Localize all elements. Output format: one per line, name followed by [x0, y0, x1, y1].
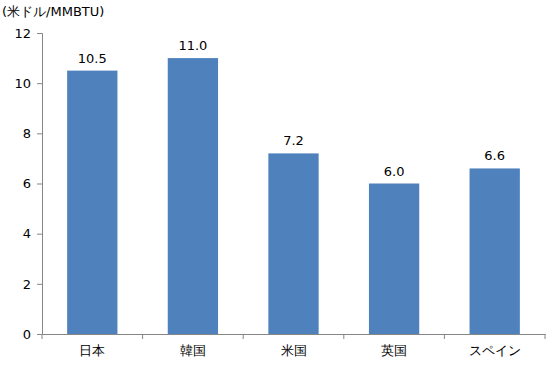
- x-axis: 日本 韓国 米国 英国 スペイン: [42, 334, 546, 358]
- bar: [268, 153, 318, 334]
- y-tick-mark: [37, 284, 42, 285]
- category-separator: [42, 334, 43, 339]
- plot: 10.5 11.0 7.2 6.0 6.6 0 2 4 6 8 10 12 日本 韓国 米国 英国 スペイン: [14, 26, 545, 359]
- y-axis-line: [37, 34, 43, 335]
- y-tick-label: 6: [23, 176, 31, 191]
- bar: [470, 168, 520, 334]
- category-separator: [243, 334, 244, 339]
- bars: [67, 58, 520, 334]
- x-tick-label: スペイン: [469, 343, 521, 358]
- category-separator: [545, 334, 546, 339]
- y-tick-mark: [37, 83, 42, 84]
- data-label: 7.2: [283, 133, 304, 148]
- y-tick: 10: [14, 76, 42, 91]
- y-tick: 2: [23, 276, 42, 291]
- y-axis: 0 2 4 6 8 10 12: [14, 26, 42, 342]
- data-label: 6.6: [484, 148, 505, 163]
- data-label: 6.0: [384, 164, 405, 179]
- x-tick: 英国: [381, 334, 407, 358]
- data-label: 10.5: [78, 51, 107, 66]
- y-tick-mark: [37, 334, 42, 335]
- y-tick: 8: [23, 126, 42, 141]
- y-tick-label: 0: [23, 327, 31, 342]
- bar: [168, 58, 218, 334]
- y-axis-title: (米ドル/MMBTU): [2, 4, 104, 19]
- y-tick: 0: [23, 327, 42, 342]
- x-axis-line: [43, 334, 546, 335]
- category-separator: [444, 334, 445, 339]
- x-tick: 米国: [281, 334, 307, 358]
- y-tick-label: 10: [14, 76, 31, 91]
- y-tick-label: 8: [23, 126, 31, 141]
- category-separator: [343, 334, 344, 339]
- category-separators: [42, 334, 545, 339]
- category-separator: [142, 334, 143, 339]
- y-tick-mark: [37, 133, 42, 134]
- bar: [369, 184, 419, 335]
- data-label: 11.0: [178, 38, 207, 53]
- x-tick: 日本: [79, 334, 105, 358]
- y-tick-mark: [37, 33, 42, 34]
- x-tick: スペイン: [469, 334, 521, 358]
- y-tick-mark: [37, 234, 42, 235]
- x-tick-label: 日本: [79, 343, 105, 358]
- x-tick-label: 米国: [281, 343, 307, 358]
- y-tick: 12: [14, 26, 42, 41]
- data-labels: 10.5 11.0 7.2 6.0 6.6: [78, 38, 505, 178]
- y-tick-label: 4: [23, 226, 31, 241]
- y-tick-label: 2: [23, 276, 31, 291]
- x-tick-label: 英国: [381, 343, 407, 358]
- bar: [67, 71, 117, 334]
- y-tick: 4: [23, 226, 42, 241]
- y-tick: 6: [23, 176, 42, 191]
- x-tick: 韓国: [180, 334, 206, 358]
- x-tick-label: 韓国: [180, 343, 206, 358]
- chart: 10.5 11.0 7.2 6.0 6.6 0 2 4 6 8 10 12 日本 韓国 米国 英国 スペイン (米…: [0, 0, 553, 371]
- y-tick-mark: [37, 184, 42, 185]
- y-tick-label: 12: [14, 26, 31, 41]
